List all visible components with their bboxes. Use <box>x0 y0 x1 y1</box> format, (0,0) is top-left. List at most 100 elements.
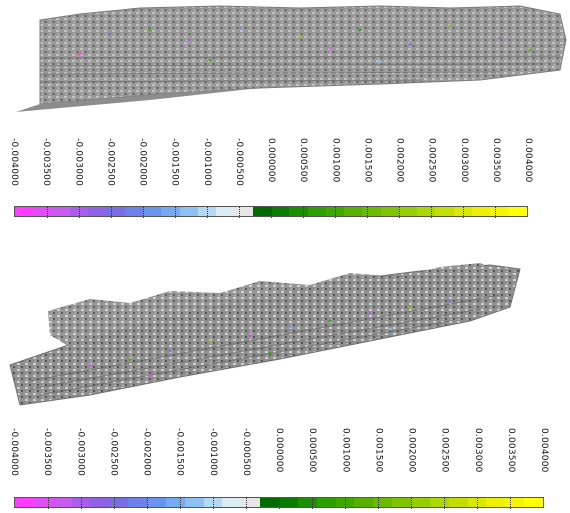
colorbar-bin <box>392 498 412 507</box>
colorbar-bin <box>222 498 242 507</box>
colorbar-bin <box>524 498 544 507</box>
scale-tick-label: 0.000500 <box>298 138 309 183</box>
colorbar-bin <box>435 207 454 216</box>
scale-tick-label: 0.003500 <box>490 138 501 183</box>
colorbar-bin <box>448 498 468 507</box>
colorbar-bin <box>508 207 527 216</box>
colorbar-tick-mark <box>213 498 214 509</box>
colorbar-tick-mark <box>312 498 313 509</box>
top-colorbar <box>14 206 528 218</box>
colorbar-bin <box>184 498 204 507</box>
colorbar-tick-mark <box>345 498 346 509</box>
scale-tick-label: -0.002000 <box>141 428 152 476</box>
colorbar-bin <box>505 498 525 507</box>
scale-tick-label: 0.004000 <box>539 428 549 473</box>
colorbar-tick-mark <box>47 207 48 218</box>
colorbar-tick-mark <box>143 207 144 218</box>
colorbar-bin <box>128 498 148 507</box>
colorbar-bin <box>109 498 129 507</box>
scale-tick-label: -0.003500 <box>42 428 53 476</box>
colorbar-tick-mark <box>207 207 208 218</box>
colorbar-tick-mark <box>111 207 112 218</box>
scale-tick-label: 0.003000 <box>458 138 469 183</box>
colorbar-bin <box>88 207 107 216</box>
scale-tick-label: 0.003500 <box>505 428 516 473</box>
colorbar-bin <box>15 207 34 216</box>
colorbar-tick-mark <box>279 498 280 509</box>
colorbar-bin <box>51 207 70 216</box>
colorbar-bin <box>106 207 125 216</box>
colorbar-bin <box>15 498 34 507</box>
colorbar-tick-mark <box>271 207 272 218</box>
colorbar-bin <box>216 207 235 216</box>
colorbar-tick-mark <box>335 207 336 218</box>
bottom-color-scale: -0.004000 -0.003500 -0.003000 -0.002500 -0.0… <box>0 428 570 513</box>
scale-tick-label: -0.001500 <box>169 138 180 186</box>
colorbar-bin <box>124 207 143 216</box>
colorbar-tick-mark <box>175 207 176 218</box>
colorbar-tick-mark <box>367 207 368 218</box>
colorbar-bin <box>234 207 253 216</box>
scale-tick-label: -0.000500 <box>233 138 244 186</box>
scale-tick-label: -0.001000 <box>207 428 218 476</box>
colorbar-tick-mark <box>463 207 464 218</box>
top-point-cloud-view <box>0 0 570 120</box>
colorbar-bin <box>362 207 381 216</box>
scale-tick-label: -0.002000 <box>137 138 148 186</box>
colorbar-bin <box>52 498 72 507</box>
scale-tick-label: -0.000500 <box>240 428 251 476</box>
colorbar-tick-mark <box>495 207 496 218</box>
colorbar-bin <box>453 207 473 216</box>
colorbar-bin <box>33 207 52 216</box>
scale-tick-label: 0.002000 <box>406 428 417 473</box>
colorbar-bin <box>270 207 290 216</box>
colorbar-tick-mark <box>477 498 478 509</box>
colorbar-bin <box>147 498 166 507</box>
colorbar-bin <box>279 498 298 507</box>
top-color-scale: -0.004000 -0.003500 -0.003000 -0.002500 -0.0… <box>0 138 570 228</box>
colorbar-bin <box>179 207 198 216</box>
colorbar-tick-mark <box>246 498 247 509</box>
colorbar-bin <box>142 207 162 216</box>
scale-tick-label: 0.000000 <box>266 138 276 183</box>
colorbar-tick-mark <box>81 498 82 509</box>
colorbar-bin <box>297 498 317 507</box>
scale-tick-label: -0.002500 <box>108 428 119 476</box>
colorbar-bin <box>316 498 336 507</box>
scale-tick-label: 0.001500 <box>373 428 384 473</box>
scale-tick-label: -0.001500 <box>174 428 185 476</box>
colorbar-tick-mark <box>239 207 240 218</box>
scale-tick-label: 0.002500 <box>426 138 437 183</box>
scale-tick-label: -0.004000 <box>9 138 19 186</box>
scale-tick-label: 0.001000 <box>340 428 351 473</box>
scale-tick-label: -0.003000 <box>73 138 84 186</box>
colorbar-tick-mark <box>79 207 80 218</box>
bottom-point-cloud-view <box>0 255 570 420</box>
bottom-point-cloud-render <box>9 263 521 406</box>
scale-tick-label: 0.004000 <box>523 138 533 183</box>
colorbar-bin <box>411 498 430 507</box>
scale-tick-label: -0.002500 <box>105 138 116 186</box>
scale-tick-label: 0.001000 <box>330 138 341 183</box>
colorbar-bin <box>252 207 271 216</box>
colorbar-tick-mark <box>378 498 379 509</box>
scale-tick-label: 0.003000 <box>472 428 483 473</box>
colorbar-bin <box>69 207 89 216</box>
colorbar-bin <box>197 207 217 216</box>
bottom-colorbar <box>14 497 544 509</box>
colorbar-tick-mark <box>510 498 511 509</box>
scale-tick-label: 0.001500 <box>362 138 373 183</box>
colorbar-tick-mark <box>114 498 115 509</box>
colorbar-bin <box>380 207 399 216</box>
scale-tick-label: -0.003000 <box>75 428 86 476</box>
colorbar-bin <box>486 498 506 507</box>
scale-tick-label: 0.000000 <box>274 428 284 473</box>
colorbar-bin <box>90 498 110 507</box>
colorbar-tick-mark <box>48 498 49 509</box>
colorbar-bin <box>417 207 436 216</box>
colorbar-tick-mark <box>411 498 412 509</box>
colorbar-bin <box>398 207 418 216</box>
colorbar-tick-mark <box>431 207 432 218</box>
colorbar-bin <box>344 207 363 216</box>
colorbar-bin <box>354 498 374 507</box>
